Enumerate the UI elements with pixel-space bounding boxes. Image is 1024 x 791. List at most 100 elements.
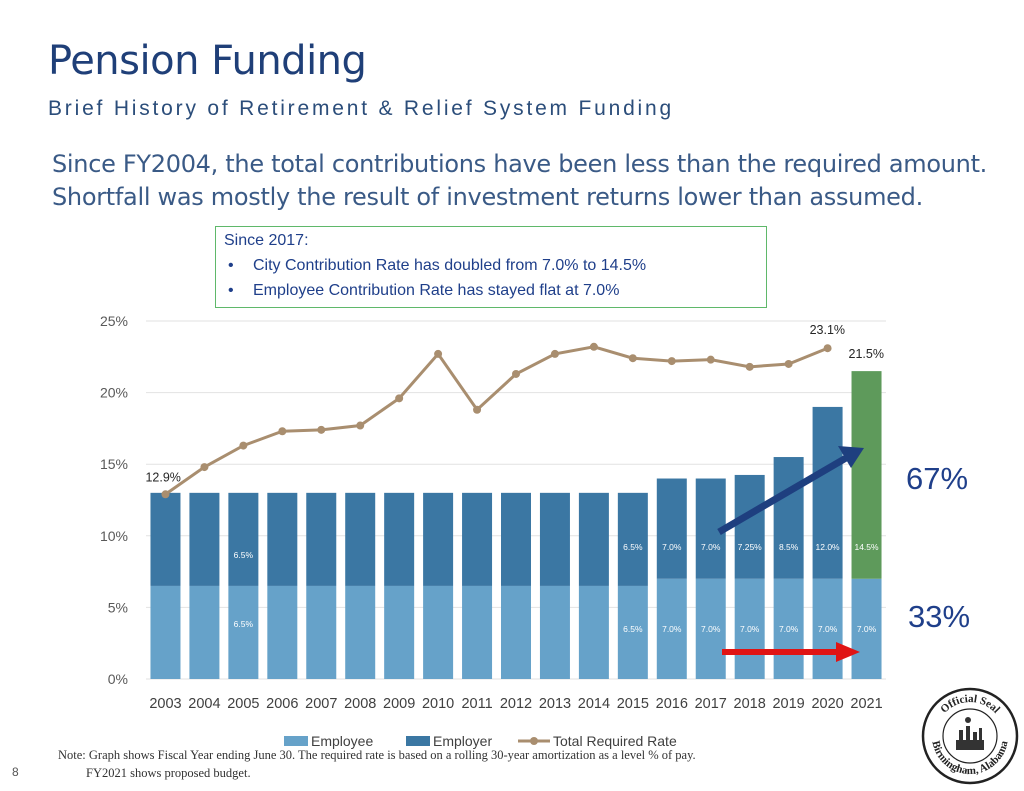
- bar-employer: [617, 492, 648, 586]
- y-tick-label: 20%: [100, 385, 128, 401]
- total-required-rate-point: [589, 342, 598, 351]
- summary-line-2: Shortfall was mostly the result of inves…: [52, 183, 923, 211]
- bar-data-label: 7.0%: [740, 624, 760, 634]
- bar-employee: [462, 585, 493, 679]
- bar-employee: [617, 585, 648, 679]
- bar-employer: [423, 492, 454, 586]
- x-tick-label: 2008: [344, 696, 376, 712]
- total-required-rate-point: [161, 490, 170, 499]
- bar-employee: [384, 585, 415, 679]
- bar-employer: [812, 406, 843, 579]
- bar-employee: [812, 578, 843, 679]
- bar-employee: [345, 585, 376, 679]
- summary-text: Since FY2004, the total contributions ha…: [52, 148, 987, 214]
- callout-bullet: Employee Contribution Rate has stayed fl…: [224, 278, 758, 303]
- x-tick-label: 2003: [149, 696, 181, 712]
- total-required-rate-point: [784, 359, 793, 368]
- x-tick-label: 2013: [539, 696, 571, 712]
- legend-label: Total Required Rate: [553, 733, 677, 749]
- bar-data-label: 7.0%: [701, 624, 721, 634]
- employer-growth-arrow: [717, 454, 848, 536]
- bar-employee: [578, 585, 609, 679]
- employer-share-annotation: 67%: [906, 461, 968, 496]
- bar-data-label: 7.0%: [701, 542, 721, 552]
- bar-data-label: 6.5%: [623, 624, 643, 634]
- x-tick-label: 2015: [617, 696, 649, 712]
- bar-employee: [734, 578, 765, 679]
- x-tick-label: 2020: [811, 696, 843, 712]
- bar-employee: [306, 585, 337, 679]
- bar-employee: [423, 585, 454, 679]
- x-tick-label: 2004: [188, 696, 220, 712]
- bar-data-label: 7.0%: [779, 624, 799, 634]
- legend-swatch: [406, 736, 430, 746]
- total-required-rate-point: [395, 394, 404, 403]
- bar-employer: [539, 492, 570, 586]
- seal-emblem-icon: [956, 717, 984, 750]
- y-tick-label: 25%: [100, 313, 128, 329]
- callout-list: City Contribution Rate has doubled from …: [224, 253, 758, 303]
- bar-employee: [189, 585, 220, 679]
- y-tick-label: 0%: [108, 671, 128, 687]
- footnote: Note: Graph shows Fiscal Year ending Jun…: [58, 746, 696, 782]
- bar-employee: [695, 578, 726, 679]
- bar-employer: [345, 492, 376, 586]
- x-tick-label: 2014: [578, 696, 610, 712]
- bar-employee: [656, 578, 687, 679]
- total-required-rate-point: [628, 354, 637, 363]
- bar-employer: [150, 492, 181, 586]
- x-tick-label: 2016: [656, 696, 688, 712]
- total-required-rate-point: [823, 344, 832, 353]
- total-required-rate-point: [512, 369, 520, 378]
- bar-employer: [306, 492, 337, 586]
- bar-data-label: 7.0%: [857, 624, 877, 634]
- x-tick-label: 2010: [422, 696, 454, 712]
- bar-data-label: 6.5%: [623, 542, 643, 552]
- bar-employee: [150, 585, 181, 679]
- bar-employer: [773, 457, 804, 579]
- callout-bullet: City Contribution Rate has doubled from …: [224, 253, 758, 278]
- x-tick-label: 2009: [383, 696, 415, 712]
- bar-employer: [462, 492, 493, 586]
- employer-growth-arrowhead: [838, 446, 864, 468]
- bar-data-label: 8.5%: [779, 542, 799, 552]
- employee-flat-arrowhead: [836, 642, 860, 662]
- total-required-rate-point: [473, 405, 482, 414]
- total-required-rate-point: [200, 463, 209, 472]
- x-tick-label: 2012: [500, 696, 532, 712]
- summary-line-1: Since FY2004, the total contributions ha…: [52, 150, 988, 178]
- x-tick-label: 2018: [734, 696, 766, 712]
- bar-data-label: 6.5%: [234, 550, 254, 560]
- y-tick-label: 10%: [100, 528, 128, 544]
- bar-employee: [501, 585, 531, 679]
- callout-heading: Since 2017:: [224, 232, 309, 249]
- x-tick-label: 2005: [227, 696, 259, 712]
- page-title: Pension Funding: [48, 38, 367, 84]
- total-bar-label: 21.5%: [849, 347, 884, 361]
- page-number: 8: [12, 765, 19, 779]
- bar-employee: [228, 585, 259, 679]
- bar-employer: [384, 492, 415, 586]
- total-required-rate-point: [317, 425, 326, 434]
- bar-data-label: 6.5%: [234, 619, 254, 629]
- total-required-rate-point: [239, 441, 248, 450]
- page-subtitle: Brief History of Retirement & Relief Sys…: [48, 97, 674, 120]
- bar-employee: [267, 585, 298, 679]
- total-required-rate-point: [745, 362, 754, 371]
- bar-employee: [539, 585, 570, 679]
- total-required-rate-line: [164, 345, 829, 496]
- line-data-label: 12.9%: [145, 470, 180, 484]
- x-tick-label: 2017: [695, 696, 727, 712]
- legend-label: Employee: [311, 733, 373, 749]
- legend-label: Employer: [433, 733, 492, 749]
- bar-data-label: 7.0%: [662, 542, 682, 552]
- bar-employer: [734, 474, 765, 579]
- x-tick-label: 2007: [305, 696, 337, 712]
- line-data-label: 23.1%: [810, 323, 845, 337]
- legend-line-marker: [530, 737, 538, 745]
- bar-employer: [228, 492, 259, 586]
- bar-data-label: 7.25%: [738, 542, 763, 552]
- y-tick-label: 15%: [100, 456, 128, 472]
- total-required-rate-point: [356, 421, 365, 430]
